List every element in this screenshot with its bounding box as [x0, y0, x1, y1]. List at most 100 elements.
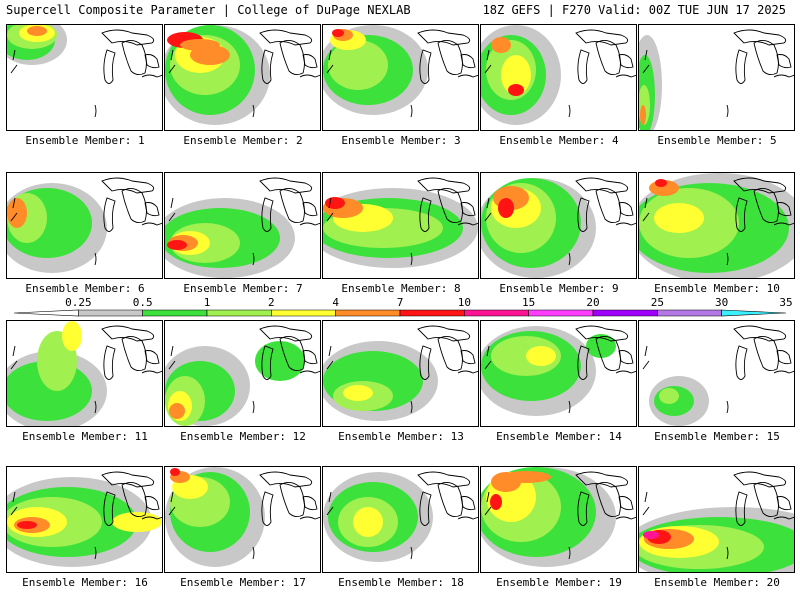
legend-swatch: [464, 309, 529, 317]
legend-level-label: 25: [650, 296, 664, 309]
state-boundaries: [642, 29, 794, 118]
state-boundaries: [10, 325, 162, 414]
legend-level-label: 0.25: [65, 296, 92, 309]
ensemble-panel: [322, 24, 479, 131]
ensemble-panel: [322, 466, 479, 573]
scp-forecast-map: [165, 467, 320, 572]
ensemble-member-label: Ensemble Member: 15: [654, 430, 780, 443]
scp-contour-fill: [7, 183, 107, 273]
ensemble-member-label: Ensemble Member: 18: [338, 576, 464, 589]
ensemble-panel: [638, 24, 795, 131]
ensemble-panel: [164, 320, 321, 427]
ensemble-member-label: Ensemble Member: 3: [341, 134, 461, 147]
scp-contour-fill: [639, 35, 662, 130]
state-boundaries: [484, 29, 636, 118]
ensemble-member-label: Ensemble Member: 13: [338, 430, 464, 443]
state-boundaries: [168, 29, 320, 118]
legend-swatch: [528, 309, 594, 317]
legend-swatch: [206, 309, 272, 317]
legend-swatch: [142, 309, 208, 317]
legend-level-label: 20: [586, 296, 600, 309]
scp-forecast-map: [165, 173, 320, 278]
scp-forecast-map: [481, 25, 636, 130]
scp-contour-fill: [649, 376, 709, 426]
ensemble-panel: [164, 24, 321, 131]
scp-contour-fill: [323, 472, 433, 562]
ensemble-member-label: Ensemble Member: 11: [22, 430, 148, 443]
ensemble-member-label: Ensemble Member: 9: [499, 282, 619, 295]
scp-forecast-map: [481, 321, 636, 426]
ensemble-panel: [6, 320, 163, 427]
ensemble-panel: [6, 172, 163, 279]
scp-contour-fill: [323, 341, 438, 421]
state-boundaries: [326, 471, 478, 560]
ensemble-panel: [480, 24, 637, 131]
state-boundaries: [10, 29, 162, 118]
ensemble-panel: [638, 172, 795, 279]
scp-forecast-map: [481, 467, 636, 572]
state-boundaries: [484, 177, 636, 266]
ensemble-member-label: Ensemble Member: 17: [180, 576, 306, 589]
header-run-info: 18Z GEFS | F270 Valid: 00Z TUE JUN 17 20…: [482, 3, 786, 17]
ensemble-panel: [480, 320, 637, 427]
state-boundaries: [10, 471, 162, 560]
ensemble-member-label: Ensemble Member: 10: [654, 282, 780, 295]
legend-level-label: 1: [203, 296, 211, 309]
legend-swatch: [592, 309, 658, 317]
state-boundaries: [168, 177, 320, 266]
ensemble-panel: [322, 172, 479, 279]
color-legend-bar: [13, 309, 787, 317]
ensemble-member-label: Ensemble Member: 14: [496, 430, 622, 443]
legend-swatch: [13, 309, 79, 317]
scp-forecast-map: [639, 321, 794, 426]
legend-swatch: [335, 309, 401, 317]
scp-contour-fill: [165, 198, 295, 278]
state-boundaries: [10, 177, 162, 266]
ensemble-member-label: Ensemble Member: 12: [180, 430, 306, 443]
scp-contour-fill: [165, 25, 270, 125]
legend-level-label: 30: [715, 296, 729, 309]
scp-forecast-map: [639, 25, 794, 130]
ensemble-panel: [480, 466, 637, 573]
ensemble-panel: [164, 466, 321, 573]
scp-contour-fill: [7, 25, 67, 65]
scp-contour-fill: [7, 321, 107, 426]
legend-level-label: 2: [268, 296, 275, 309]
scp-forecast-map: [7, 173, 162, 278]
state-boundaries: [642, 325, 794, 414]
state-boundaries: [326, 29, 478, 118]
scp-contour-fill: [481, 178, 596, 278]
ensemble-panel: [6, 466, 163, 573]
ensemble-member-label: Ensemble Member: 1: [25, 134, 145, 147]
legend-swatch: [271, 309, 336, 317]
scp-forecast-map: [7, 321, 162, 426]
state-boundaries: [642, 471, 794, 560]
legend-level-label: 0.5: [132, 296, 153, 309]
scp-forecast-map: [639, 467, 794, 572]
scp-contour-fill: [639, 507, 794, 572]
scp-contour-fill: [481, 467, 616, 567]
ensemble-panel: [164, 172, 321, 279]
scp-forecast-map: [639, 173, 794, 278]
ensemble-member-label: Ensemble Member: 5: [657, 134, 777, 147]
scp-forecast-map: [165, 321, 320, 426]
legend-level-label: 4: [332, 296, 339, 309]
state-boundaries: [326, 325, 478, 414]
header-title: Supercell Composite Parameter | College …: [6, 3, 411, 17]
ensemble-panel: [322, 320, 479, 427]
state-boundaries: [168, 325, 320, 414]
legend-level-label: 7: [396, 296, 404, 309]
ensemble-panel: [6, 24, 163, 131]
scp-contour-fill: [481, 25, 561, 125]
ensemble-panel: [638, 320, 795, 427]
ensemble-member-label: Ensemble Member: 20: [654, 576, 780, 589]
scp-forecast-map: [323, 467, 478, 572]
scp-forecast-map: [323, 25, 478, 130]
state-boundaries: [168, 471, 320, 560]
ensemble-member-label: Ensemble Member: 6: [25, 282, 145, 295]
scp-forecast-map: [7, 25, 162, 130]
state-boundaries: [484, 325, 636, 414]
legend-swatch: [721, 309, 787, 317]
ensemble-panel: [480, 172, 637, 279]
scp-forecast-map: [323, 321, 478, 426]
